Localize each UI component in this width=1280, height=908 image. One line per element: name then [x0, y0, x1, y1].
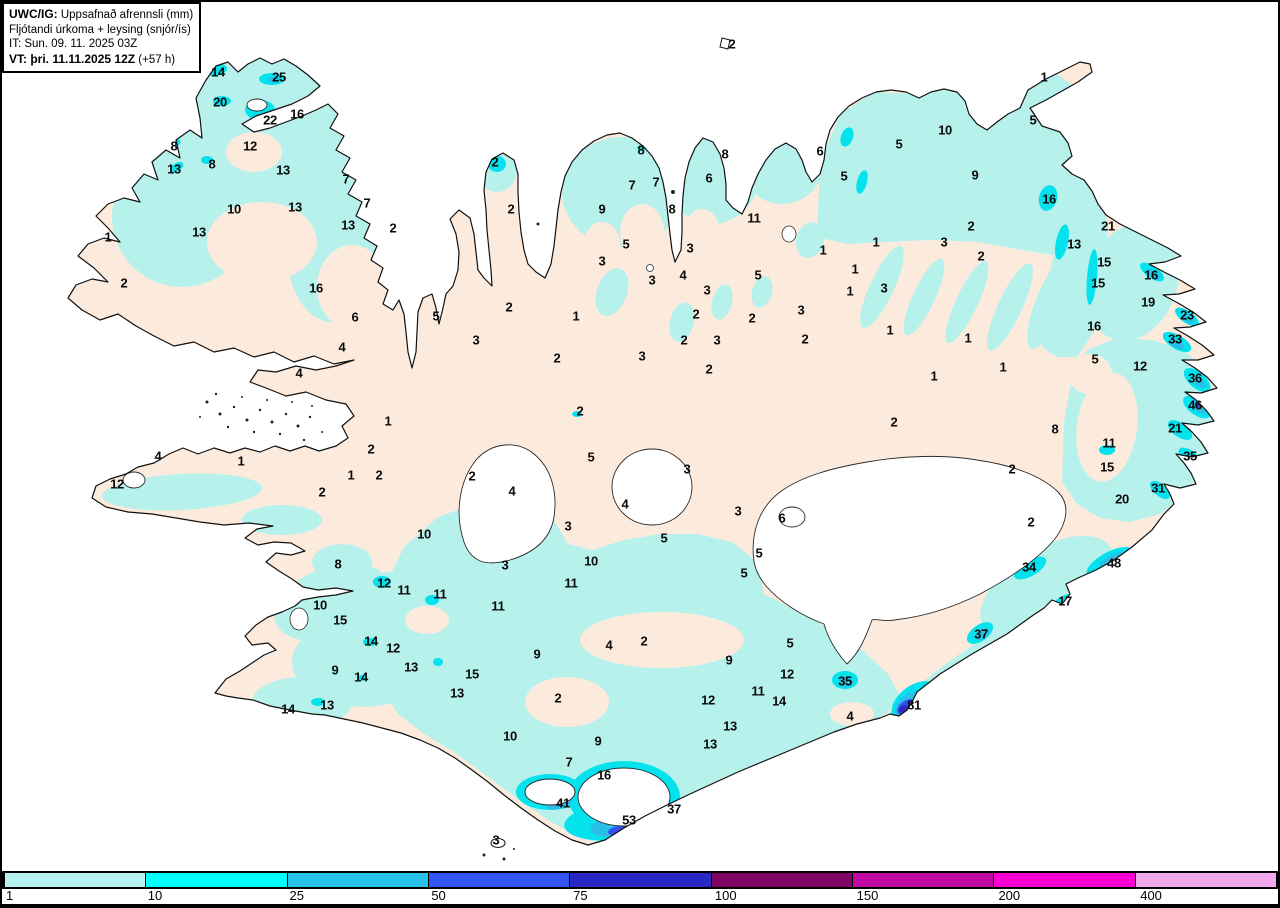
init-time: IT: Sun. 09. 11. 2025 03Z: [9, 38, 138, 50]
glacier-drangajokull: [246, 98, 268, 112]
colorbar-segment: [286, 873, 428, 887]
glacier-vatnajokull: [752, 455, 1067, 665]
colorbar-ticks: 1 10 25 50 75 100 150 200 400: [2, 889, 1278, 904]
islands: [199, 37, 731, 861]
info-subtitle-line: Fljótandi úrkoma + leysing (snjór/ís): [9, 23, 193, 38]
valid-time-line: VT: þri. 11.11.2025 12Z (+57 h): [9, 52, 193, 68]
glacier-tungnafellsjokull: [778, 506, 806, 528]
forecast-info-box: UWC/IG: Uppsafnað afrennsli (mm) Fljótan…: [2, 2, 202, 73]
glacier-eyjafjallajokull: [524, 778, 576, 806]
low-runoff-valleys: [207, 132, 1138, 727]
colorbar-tick: 100: [714, 888, 737, 903]
lakes: [289, 225, 797, 631]
colorbar-tick: 75: [573, 888, 588, 903]
colorbar-tick: 200: [998, 888, 1021, 903]
glacier-langjokull: [458, 444, 556, 564]
product-subtitle: Fljótandi úrkoma + leysing (snjór/ís): [9, 23, 191, 36]
colorbar-segment: [4, 873, 146, 887]
valid-time: VT: þri. 11.11.2025 12Z: [9, 51, 136, 66]
glaciers: [122, 98, 1067, 827]
lake-thingvallavatn: [289, 607, 309, 631]
colorbar-segment: [427, 873, 570, 887]
breidafjordur-islets: [199, 392, 323, 442]
glacier-hofsjokull: [611, 448, 693, 526]
colorbar-segment: [851, 873, 994, 887]
model-label: UWC/IG:: [9, 7, 58, 21]
colorbar-tick: 150: [856, 888, 879, 903]
colorbar: 1 10 25 50 75 100 150 200 400: [2, 871, 1278, 904]
colorbar-segment: [1134, 873, 1276, 887]
colorbar-tick: 25: [289, 888, 305, 903]
colorbar-segment: [710, 873, 852, 887]
small-lake: [646, 264, 654, 272]
forecast-hour: (+57 h): [135, 53, 176, 66]
colorbar-tick: 400: [1140, 888, 1162, 903]
colorbar-segments: [2, 871, 1278, 889]
island-grimsey: [719, 37, 731, 50]
colorbar-segment: [145, 873, 287, 887]
info-title-line: UWC/IG: Uppsafnað afrennsli (mm): [9, 7, 193, 23]
colorbar-tick: 10: [147, 888, 163, 903]
colorbar-segment: [569, 873, 711, 887]
colorbar-tick: 1: [6, 888, 14, 903]
glacier-snaefellsjokull: [122, 471, 146, 489]
island-heimaey: [490, 838, 506, 848]
glacier-myrdalsjokull: [577, 767, 671, 827]
runoff-level1-regions: [102, 58, 1216, 845]
iceland-runoff-map: [67, 37, 1218, 861]
colorbar-segment: [993, 873, 1135, 887]
product-title: Uppsafnað afrennsli (mm): [57, 9, 194, 21]
colorbar-tick: 50: [431, 888, 446, 903]
init-time-line: IT: Sun. 09. 11. 2025 03Z: [9, 37, 193, 52]
lake-myvatn: [781, 225, 797, 243]
